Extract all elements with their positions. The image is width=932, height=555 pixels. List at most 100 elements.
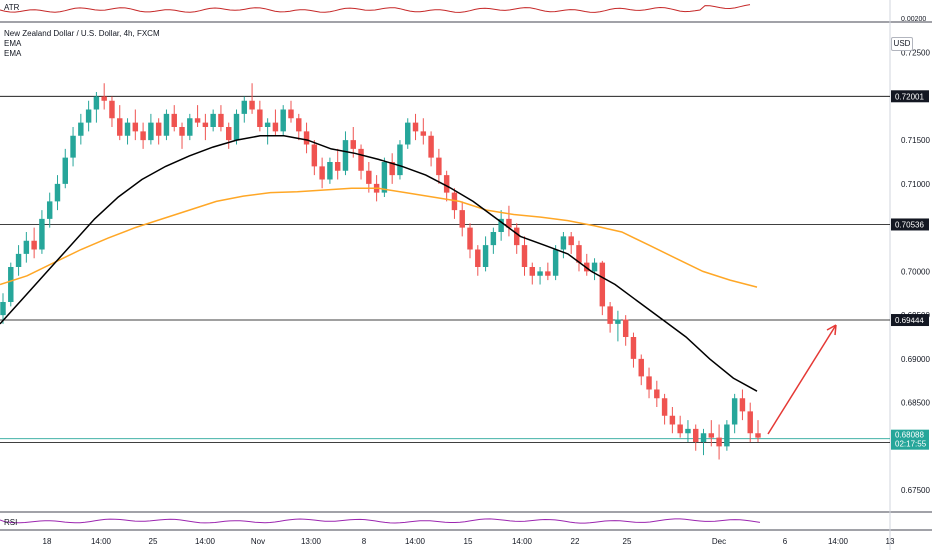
candle-body: [132, 122, 139, 132]
candle-body: [506, 218, 512, 228]
candle-body: [443, 175, 450, 193]
level-price-label: 0.69444: [895, 316, 924, 325]
candle-body: [405, 122, 411, 145]
candle-body: [537, 271, 543, 276]
current-price-tag: [891, 429, 929, 450]
candle-body: [739, 398, 746, 412]
candle-body: [249, 100, 255, 110]
candle-body: [552, 249, 559, 276]
candle-body: [685, 428, 691, 434]
time-axis-tick: 14:00: [405, 537, 426, 546]
candle-body: [584, 262, 590, 272]
time-axis-tick: Dec: [712, 537, 726, 546]
candle-body: [568, 236, 574, 246]
rsi-indicator-label[interactable]: RSI: [4, 518, 18, 527]
candle-body: [303, 131, 310, 145]
candle-body: [708, 433, 715, 438]
candle-body: [342, 140, 349, 171]
ema-slow-line: [0, 187, 758, 288]
candle-body: [0, 302, 6, 316]
candle-body: [615, 319, 621, 324]
candle-body: [358, 148, 364, 171]
candle-body: [124, 122, 131, 136]
candle-body: [661, 398, 668, 416]
candle-body: [591, 262, 598, 272]
level-price-label: 0.70536: [895, 220, 924, 229]
time-axis-tick: 22: [571, 537, 580, 546]
candle-body: [93, 96, 100, 110]
symbol-legend-title[interactable]: New Zealand Dollar / U.S. Dollar, 4h, FX…: [4, 29, 160, 38]
price-axis-tick: 0.69000: [901, 355, 930, 364]
candle-body: [467, 227, 473, 250]
candle-body: [31, 240, 37, 250]
candle-body: [334, 162, 341, 171]
candle-body: [724, 424, 730, 447]
ema-slow-legend[interactable]: EMA: [4, 49, 22, 58]
candle-body: [117, 118, 123, 136]
candle-body: [389, 162, 395, 176]
candle-body: [755, 433, 761, 438]
time-axis-tick: 25: [149, 537, 158, 546]
candle-body: [397, 144, 403, 176]
candle-body: [545, 271, 551, 276]
candle-body: [381, 162, 388, 193]
candle-body: [498, 218, 504, 232]
candle-body: [677, 424, 683, 434]
candle-body: [54, 183, 61, 202]
atr-indicator-label[interactable]: ATR: [4, 3, 20, 12]
ema-fast-legend[interactable]: EMA: [4, 39, 22, 48]
candle-body: [747, 411, 753, 434]
candle-body: [140, 131, 146, 141]
candle-body: [420, 131, 427, 136]
time-axis-tick: 25: [623, 537, 632, 546]
currency-button[interactable]: USD: [891, 37, 913, 51]
time-axis-tick: 14:00: [91, 537, 112, 546]
time-axis-tick: 8: [362, 537, 367, 546]
candle-body: [428, 135, 434, 158]
candle-body: [560, 236, 567, 250]
candle-body: [233, 113, 240, 141]
candle-body: [62, 157, 68, 184]
candle-body: [194, 118, 201, 123]
candle-body: [202, 122, 209, 127]
candle-body: [513, 227, 520, 246]
countdown-label: 02:17:55: [895, 440, 927, 449]
candle-body: [490, 232, 497, 246]
candle-body: [731, 398, 738, 425]
candle-body: [210, 113, 216, 127]
candle-body: [319, 166, 325, 180]
price-axis-tick: 0.71500: [901, 136, 930, 145]
candle-body: [412, 122, 419, 132]
candle-body: [350, 140, 356, 149]
candle-body: [622, 319, 629, 337]
candle-body: [163, 113, 170, 136]
candle-body: [366, 170, 372, 184]
candle-body: [280, 109, 286, 132]
candle-body: [70, 135, 76, 158]
candle-body: [288, 109, 294, 119]
candle-body: [311, 144, 318, 167]
candle-body: [187, 118, 193, 136]
candle-body: [109, 100, 115, 119]
time-axis-tick: 13: [886, 537, 895, 546]
candle-body: [241, 100, 248, 114]
candle-body: [599, 262, 606, 307]
candle-body: [716, 437, 722, 447]
time-axis-tick: 13:00: [301, 537, 322, 546]
candle-body: [529, 267, 536, 276]
candle-body: [693, 428, 699, 442]
candle-body: [179, 127, 185, 136]
price-axis-tick: 0.70000: [901, 267, 930, 276]
candle-body: [264, 122, 271, 127]
projection-arrow-line: [767, 324, 837, 435]
ema-fast-line: [0, 135, 758, 392]
candle-body: [46, 201, 53, 219]
rsi-line: [0, 518, 761, 524]
candle-body: [451, 192, 458, 211]
candle-body: [482, 245, 489, 267]
candle-body: [475, 249, 481, 267]
projection-arrow-head: [826, 324, 837, 336]
candle-body: [171, 113, 177, 127]
